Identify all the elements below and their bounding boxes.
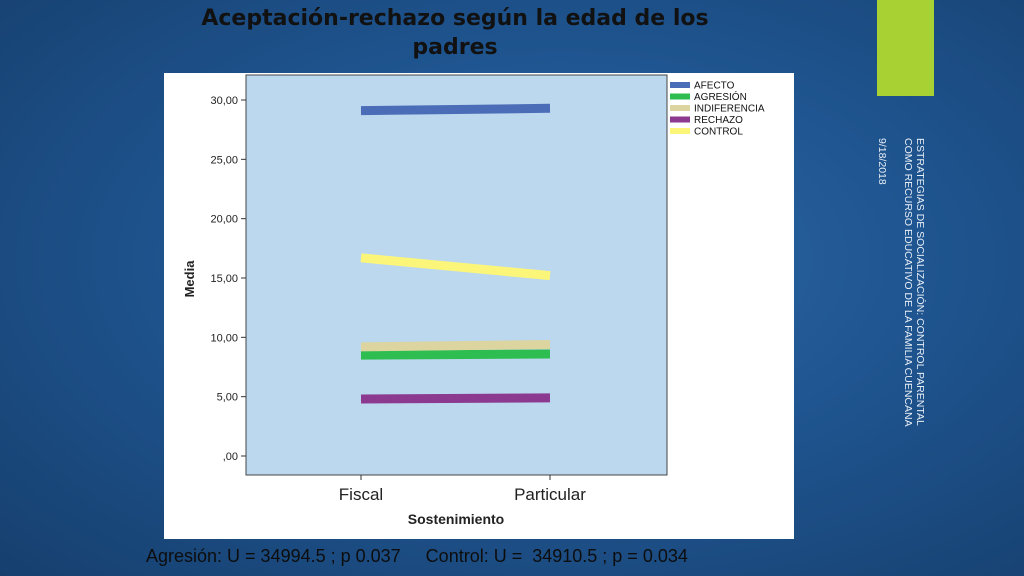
series-line-rechazo <box>360 393 551 404</box>
legend-label: INDIFERENCIA <box>694 104 765 115</box>
slide-title: Aceptación-rechazo según la edad de los … <box>150 4 760 62</box>
slide-date: 9/18/2018 <box>876 138 888 185</box>
legend-label: AFECTO <box>694 81 735 92</box>
side-text-line-1: ESTRATEGIAS DE SOCIALIZACIÓN: CONTROL PA… <box>914 138 926 426</box>
legend-label: AGRESIÓN <box>694 90 747 103</box>
statistics-caption: Agresión: U = 34994.5 ; p 0.037 Control:… <box>146 546 688 566</box>
legend-swatch <box>670 116 690 123</box>
title-line-1: Aceptación-rechazo según la edad de los <box>201 6 709 31</box>
y-tick-label: 10,00 <box>210 332 238 344</box>
x-axis-label: Sostenimiento <box>408 511 504 527</box>
series-lines <box>360 103 551 404</box>
legend-swatch <box>670 93 690 100</box>
y-tick-label: ,00 <box>223 451 238 463</box>
x-tick-label: Particular <box>514 485 586 504</box>
y-tick-label: 20,00 <box>210 214 238 226</box>
y-tick-label: 5,00 <box>217 392 238 404</box>
x-tick-label: Fiscal <box>339 485 383 504</box>
series-line-agresion <box>360 349 551 360</box>
side-footer-text: ESTRATEGIAS DE SOCIALIZACIÓN: CONTROL PA… <box>896 138 926 458</box>
legend-swatch <box>670 128 690 134</box>
y-tick-label: 30,00 <box>210 95 238 107</box>
y-tick-label: 15,00 <box>210 273 238 285</box>
y-tick-label: 25,00 <box>210 154 238 166</box>
y-axis: ,00 5,00 10,00 15,00 20,00 25,00 30,00 <box>210 95 246 463</box>
accent-bar <box>877 0 934 96</box>
plot-area <box>245 74 668 476</box>
y-axis-label: Media <box>182 260 197 298</box>
legend-swatch <box>670 105 690 111</box>
side-text-line-2: COMO RECURSO EDUCATIVO DE LA FAMILIA CUE… <box>902 138 914 427</box>
title-line-2: padres <box>412 35 498 60</box>
chart-panel: ,00 5,00 10,00 15,00 20,00 25,00 30,00 Fiscal P… <box>164 73 794 539</box>
series-line-control <box>360 253 551 281</box>
line-chart: ,00 5,00 10,00 15,00 20,00 25,00 30,00 Fiscal P… <box>182 74 765 527</box>
series-line-afecto <box>360 103 551 116</box>
series-line-indiferencia <box>360 339 551 352</box>
x-axis: Fiscal Particular <box>339 475 586 504</box>
legend-label: RECHAZO <box>694 115 743 126</box>
legend-label: CONTROL <box>694 127 743 138</box>
legend-swatch <box>670 82 690 88</box>
